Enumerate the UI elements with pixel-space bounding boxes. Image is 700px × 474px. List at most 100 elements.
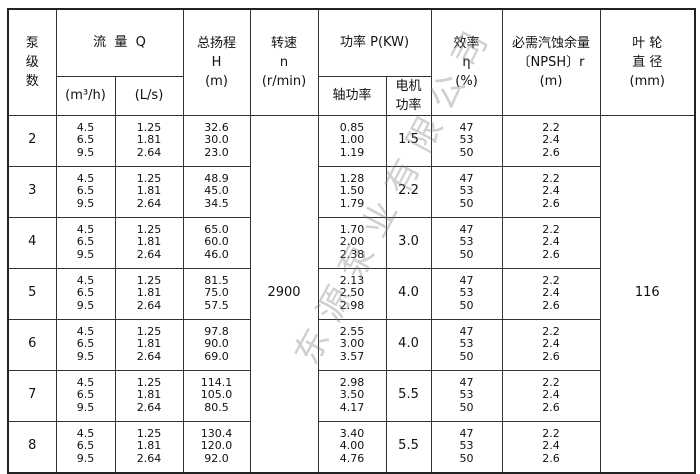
flow-m3h-cell: 4.5 6.5 9.5	[55, 318, 116, 371]
cell-line: 6.5	[76, 184, 95, 198]
cell-line: 1.25	[136, 324, 162, 338]
cell-line: 4.5	[76, 222, 95, 236]
stage-cell: 4	[7, 216, 57, 269]
shaft-power-cell: 3.40 4.00 4.76	[317, 420, 387, 473]
cell-line: 2.64	[136, 451, 162, 465]
npsh-cell: 2.2 2.4 2.6	[501, 165, 601, 218]
cell-line: 1.25	[136, 222, 162, 236]
cell-line: 2.6	[542, 196, 560, 210]
flow-m3h-cell: 4.5 6.5 9.5	[55, 114, 116, 167]
cell-line: 4.00	[339, 439, 365, 453]
cell-line: 4.5	[76, 375, 95, 389]
cell-line: 2.4	[542, 388, 560, 402]
cell-line: 2.64	[136, 247, 162, 261]
efficiency-symbol: η	[462, 54, 471, 70]
cell-line: 2.00	[339, 235, 365, 249]
cell-line: 4.5	[76, 120, 95, 134]
cell-line: 2.2	[542, 222, 560, 236]
cell-line: 2.50	[339, 286, 365, 300]
cell-line: 0.85	[339, 120, 365, 134]
cell-line: 泵	[25, 35, 39, 51]
cell-line: 1.81	[136, 133, 162, 147]
cell-line: 4.5	[76, 324, 95, 338]
cell-line: 直 径	[632, 54, 663, 70]
impeller-label: 叶 轮直 径	[601, 34, 695, 72]
cell-line: 75.0	[204, 286, 229, 300]
flow-ls-cell: 1.25 1.81 2.64	[114, 216, 184, 269]
table-row: 2 4.5 6.5 9.5 1.25 1.81 2.64 32.6 30.0 23.0 2900 0.…	[7, 114, 696, 473]
flow-m3h-cell: 4.5 6.5 9.5	[55, 216, 116, 269]
cell-line: 2.13	[339, 273, 365, 287]
stage-cell: 3	[7, 165, 57, 218]
cell-line: 80.5	[204, 400, 229, 414]
cell-line: 53	[459, 133, 474, 147]
cell-line: 50	[459, 145, 474, 159]
npsh-cell: 2.2 2.4 2.6	[501, 318, 601, 371]
cell-line: 级	[25, 54, 39, 70]
cell-line: 2.4	[542, 235, 560, 249]
cell-line: 1.25	[136, 120, 162, 134]
shaft-power-cell: 2.98 3.50 4.17	[317, 369, 387, 422]
head-cell: 97.8 90.0 69.0	[182, 318, 251, 371]
cell-line: 4.5	[76, 273, 95, 287]
cell-line: 50	[459, 349, 474, 363]
cell-line: 2.55	[339, 324, 365, 338]
cell-line: 50	[459, 298, 474, 312]
cell-line: 2.98	[339, 298, 365, 312]
header-head: 总扬程 H (m)	[182, 8, 251, 116]
cell-line: 9.5	[76, 196, 95, 210]
speed-symbol: n	[279, 54, 289, 70]
head-unit: (m)	[205, 73, 228, 89]
cell-line: 105.0	[200, 388, 233, 402]
efficiency-cell: 47 53 50	[430, 369, 503, 422]
cell-line: 2.4	[542, 133, 560, 147]
cell-line: 50	[459, 451, 474, 465]
motor-power-cell: 4.0	[385, 267, 432, 320]
cell-line: 45.0	[204, 184, 229, 198]
header-flow-m3h: (m³/h)	[55, 75, 116, 116]
cell-line: 6.5	[76, 133, 95, 147]
flow-m3h-cell: 4.5 6.5 9.5	[55, 165, 116, 218]
cell-line: 1.25	[136, 375, 162, 389]
efficiency-cell: 47 53 50	[430, 318, 503, 371]
header-flow: 流 量 Q	[55, 8, 184, 77]
cell-line: 2.6	[542, 400, 560, 414]
cell-line: 9.5	[76, 145, 95, 159]
cell-line: 1.25	[136, 273, 162, 287]
cell-line: 2.6	[542, 145, 560, 159]
cell-line: 69.0	[204, 349, 229, 363]
cell-line: 92.0	[204, 451, 229, 465]
cell-line: 50	[459, 196, 474, 210]
cell-line: 60.0	[204, 235, 229, 249]
efficiency-cell: 47 53 50	[430, 216, 503, 269]
head-cell: 32.6 30.0 23.0	[182, 114, 251, 167]
cell-line: 叶 轮	[632, 35, 663, 51]
cell-line: 97.8	[204, 324, 229, 338]
cell-line: 9.5	[76, 298, 95, 312]
cell-line: 1.81	[136, 235, 162, 249]
cell-line: 2.2	[542, 120, 560, 134]
header-npsh: 必需汽蚀余量 〔NPSH〕r (m)	[501, 8, 601, 116]
flow-ls-cell: 1.25 1.81 2.64	[114, 165, 184, 218]
cell-line: 1.81	[136, 184, 162, 198]
motor-power-cell: 4.0	[385, 318, 432, 371]
cell-line: 47	[459, 375, 474, 389]
cell-line: 6.5	[76, 439, 95, 453]
cell-line: 2.64	[136, 145, 162, 159]
cell-line: 47	[459, 324, 474, 338]
cell-line: 2.2	[542, 426, 560, 440]
cell-line: 4.76	[339, 451, 365, 465]
cell-line: 1.81	[136, 337, 162, 351]
npsh-symbol: 〔NPSH〕r	[517, 54, 585, 70]
impeller-diameter-cell: 116	[599, 114, 696, 473]
header-stages: 泵级数	[7, 8, 57, 116]
cell-line: 1.50	[339, 184, 365, 198]
flow-ls-cell: 1.25 1.81 2.64	[114, 420, 184, 473]
cell-line: 9.5	[76, 451, 95, 465]
head-cell: 130.4 120.0 92.0	[182, 420, 251, 473]
shaft-power-cell: 2.55 3.00 3.57	[317, 318, 387, 371]
npsh-label: 必需汽蚀余量	[512, 35, 591, 51]
motor-power-cell: 5.5	[385, 369, 432, 422]
speed-unit: (r/min)	[261, 73, 307, 89]
speed-cell: 2900	[249, 114, 319, 473]
